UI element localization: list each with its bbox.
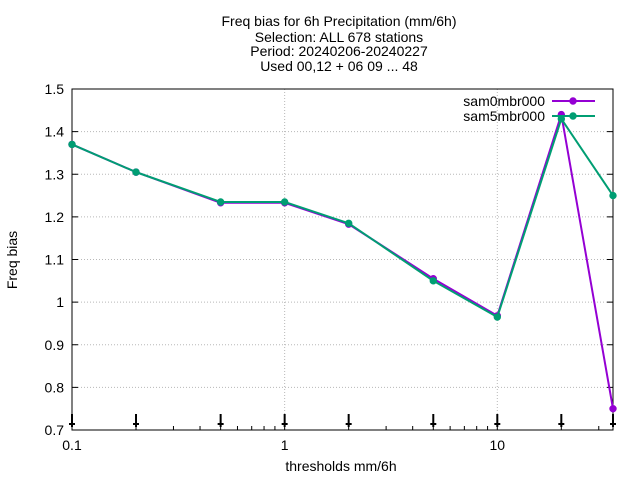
chart-title-line-4: Used 00,12 + 06 09 ... 48 <box>260 58 418 74</box>
y-tick-label-2: 0.9 <box>45 337 65 353</box>
series-1-point-5 <box>429 277 437 285</box>
chart-title: Freq bias for 6h Precipitation (mm/6h) S… <box>222 13 457 74</box>
series-line-1 <box>71 117 614 319</box>
chart-title-line-1: Freq bias for 6h Precipitation (mm/6h) <box>222 13 457 29</box>
y-tick-label-0: 0.7 <box>45 422 65 438</box>
chart-title-line-2: Selection: ALL 678 stations <box>255 29 423 45</box>
legend-marker-1 <box>569 112 577 120</box>
series-0-point-8 <box>609 404 617 413</box>
series-layer <box>68 110 617 413</box>
chart-title-line-3: Period: 20240206-20240227 <box>250 43 428 59</box>
x-axis-label: thresholds mm/6h <box>285 458 396 474</box>
series-1-point-4 <box>344 219 353 227</box>
series-1-point-2 <box>216 198 225 206</box>
grid-layer <box>71 89 613 430</box>
y-tick-label-5: 1.2 <box>45 209 65 225</box>
legend-marker-0 <box>569 97 577 105</box>
x-tick-label-1: 1 <box>281 437 289 453</box>
series-1-point-1 <box>132 168 140 176</box>
y-tick-label-4: 1.1 <box>45 252 65 268</box>
legend-label-0: sam0mbr000 <box>463 93 545 109</box>
x-tick-label-0: 0.1 <box>62 437 82 453</box>
series-line-0 <box>71 113 614 410</box>
legend-label-1: sam5mbr000 <box>463 108 545 124</box>
y-axis-label: Freq bias <box>4 231 20 289</box>
y-tick-label-3: 1 <box>56 294 64 310</box>
series-1-point-8 <box>609 191 617 200</box>
y-tick-label-6: 1.3 <box>45 166 65 182</box>
bottom-markers-layer <box>69 414 616 427</box>
x-tick-label-2: 10 <box>490 437 506 453</box>
y-tick-label-8: 1.5 <box>45 81 65 97</box>
ticks-layer: 0.7 0.8 0.9 1 1.1 1.2 1.3 1.4 1.5 0.1 1 10 <box>45 81 613 453</box>
series-1-point-0 <box>68 140 76 149</box>
series-1-point-6 <box>493 313 502 321</box>
y-tick-label-7: 1.4 <box>45 124 65 140</box>
y-tick-label-1: 0.8 <box>45 379 65 395</box>
series-1-point-3 <box>280 198 289 206</box>
